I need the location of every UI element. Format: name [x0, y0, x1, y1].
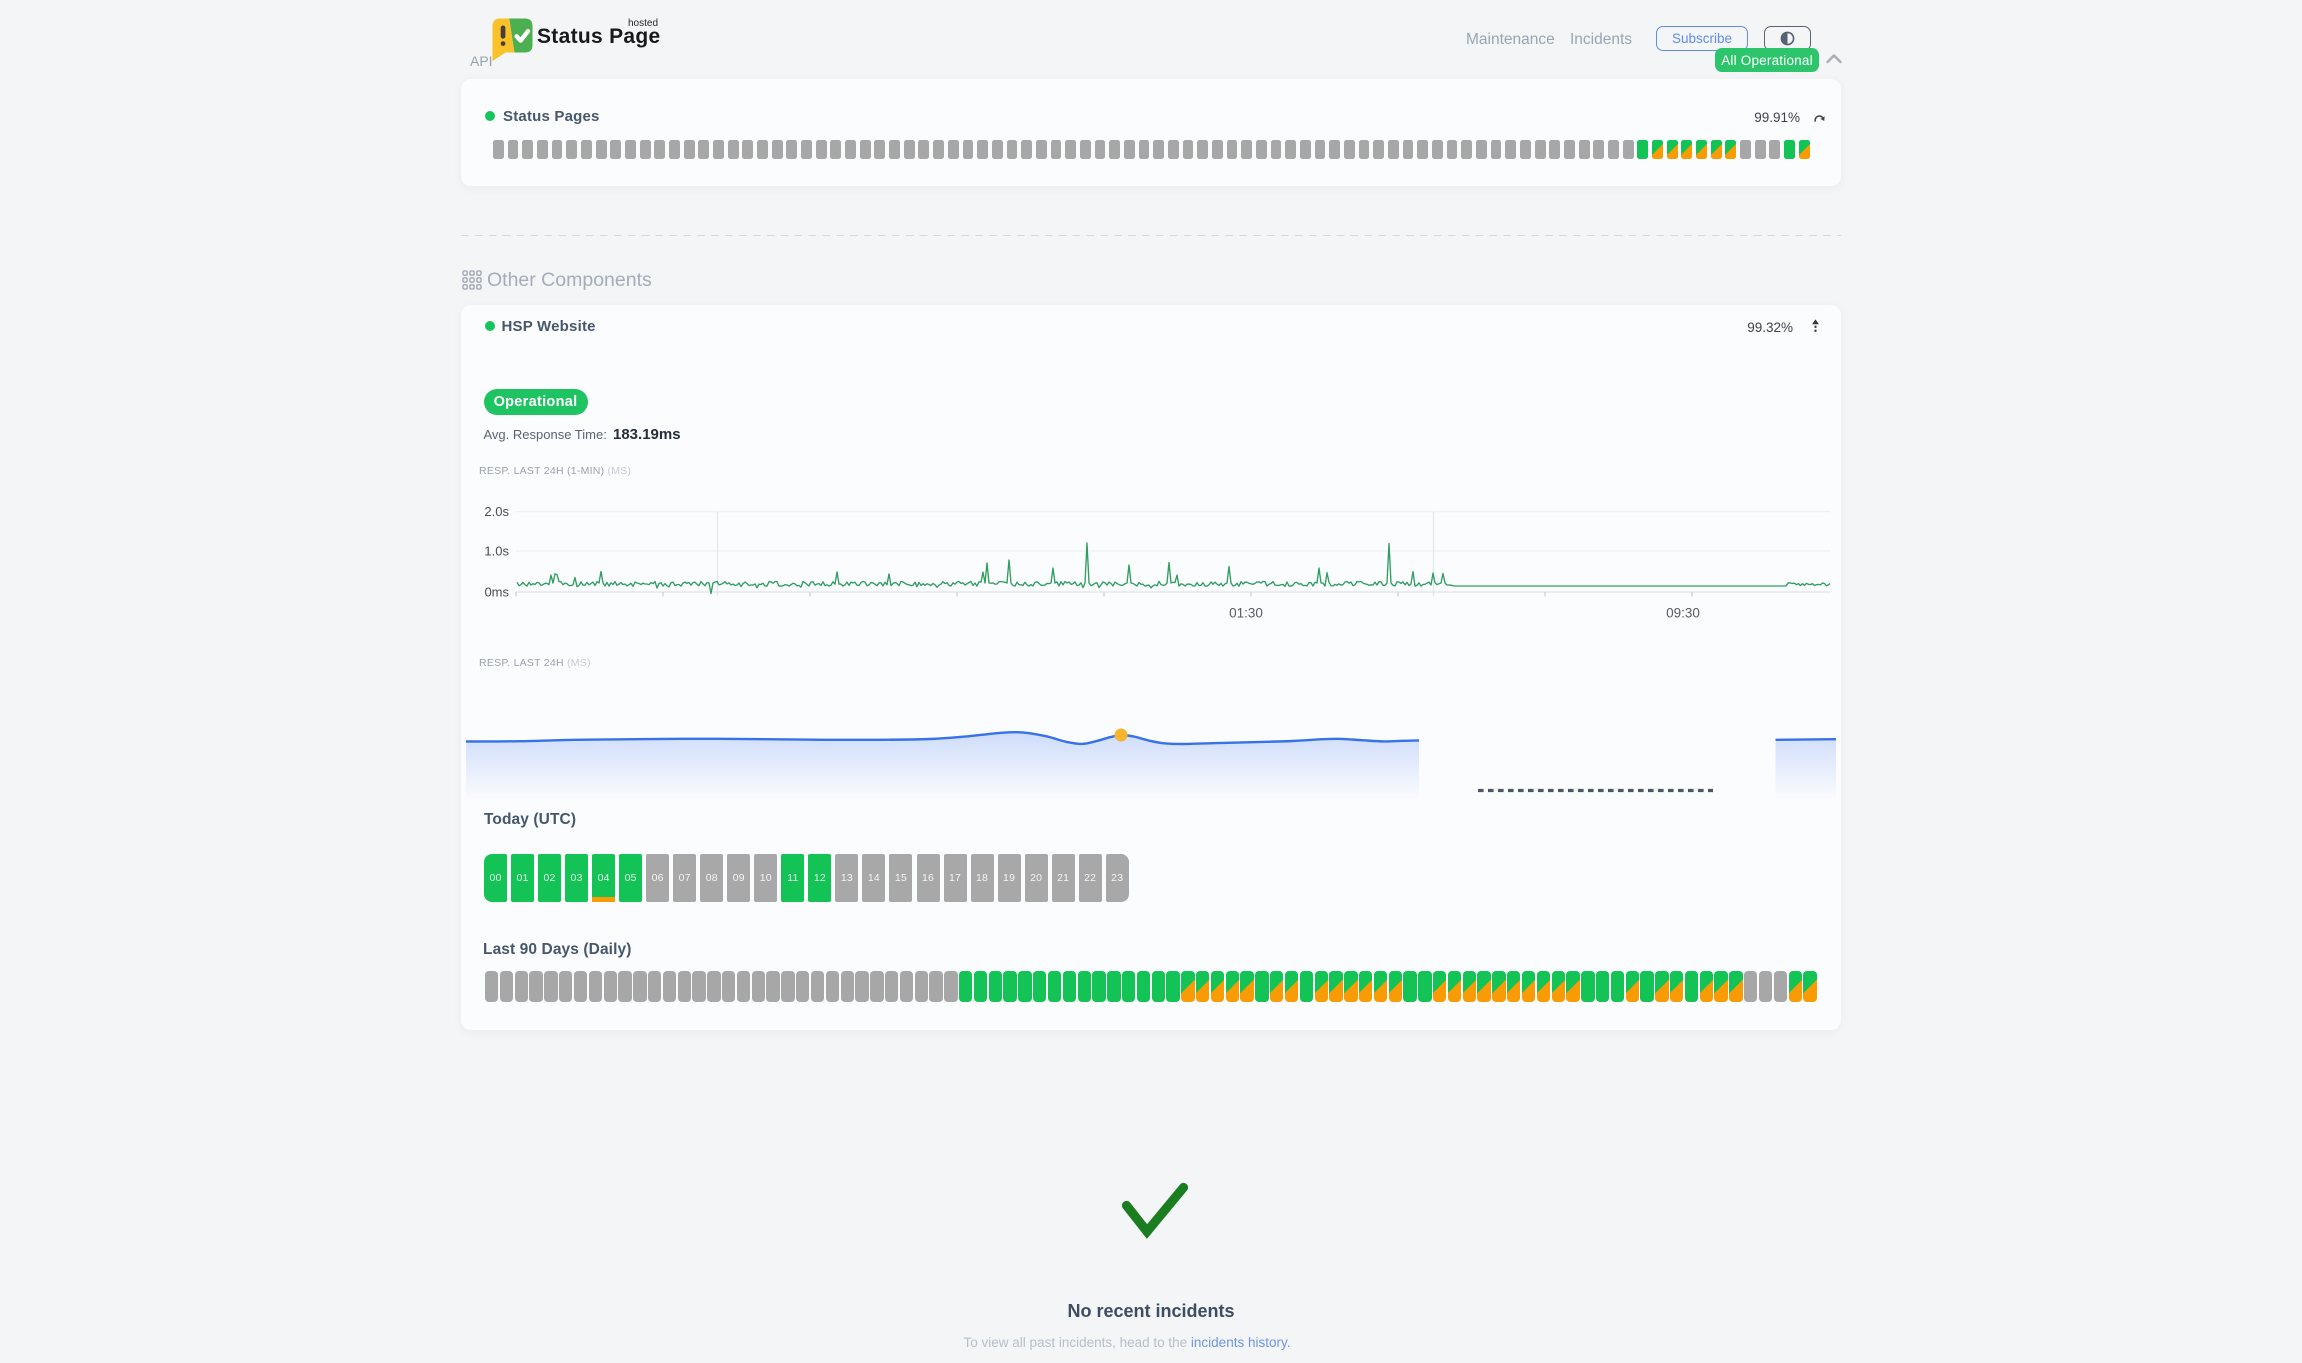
svg-text:2.0s: 2.0s: [484, 504, 509, 519]
svg-text:01:30: 01:30: [1229, 606, 1263, 621]
svg-text:1.0s: 1.0s: [484, 544, 509, 559]
svg-text:0ms: 0ms: [484, 585, 509, 600]
svg-text:09:30: 09:30: [1666, 606, 1700, 621]
